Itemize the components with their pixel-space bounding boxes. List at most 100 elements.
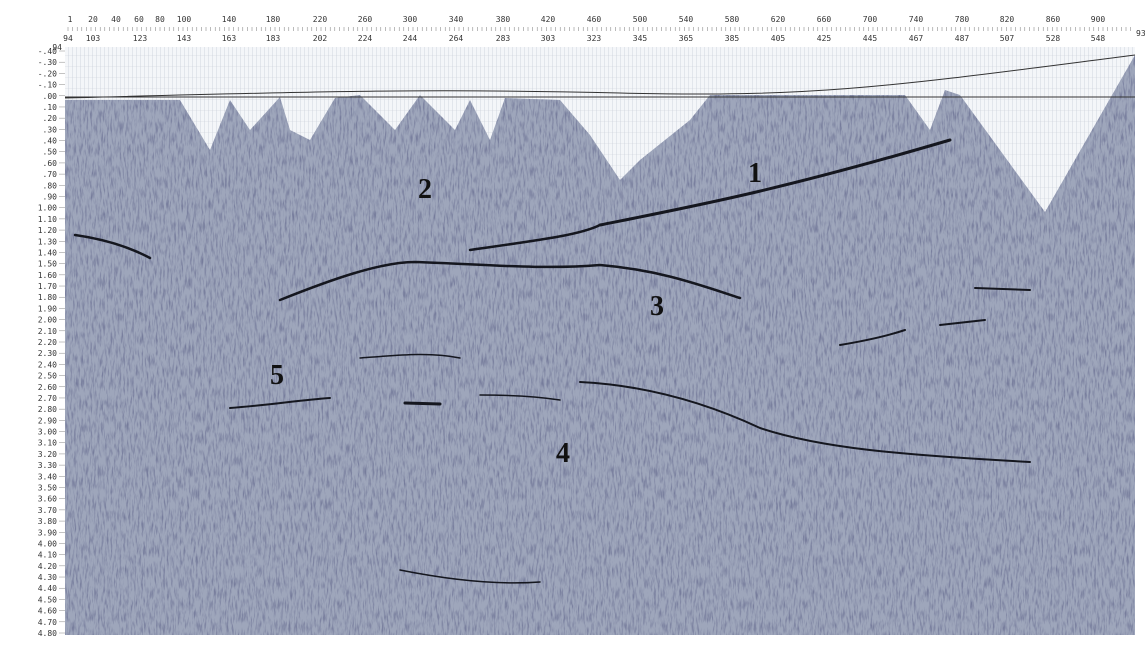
time-label: 3.10 — [38, 439, 57, 448]
time-label: 3.90 — [38, 528, 57, 537]
cdp-label: 103 — [86, 34, 101, 43]
trace-label: 700 — [863, 15, 878, 24]
time-label: .30 — [43, 125, 58, 134]
time-label: 1.90 — [38, 304, 57, 313]
cdp-label: 143 — [177, 34, 192, 43]
time-label: 1.60 — [38, 271, 57, 280]
trace-label: 340 — [449, 15, 464, 24]
trace-label: 900 — [1091, 15, 1106, 24]
trace-label: 1 — [68, 15, 73, 24]
trace-label: 740 — [909, 15, 924, 24]
trace-label: 660 — [817, 15, 832, 24]
time-label: .00 — [43, 92, 58, 101]
time-label: 2.20 — [38, 338, 57, 347]
cdp-label: 445 — [863, 34, 878, 43]
trace-label: 100 — [177, 15, 192, 24]
time-label: 4.00 — [38, 539, 57, 548]
time-label: 2.70 — [38, 394, 57, 403]
cdp-label: 123 — [133, 34, 148, 43]
cdp-label: 385 — [725, 34, 740, 43]
trace-label: 780 — [955, 15, 970, 24]
trace-label: 460 — [587, 15, 602, 24]
time-label: 1.10 — [38, 215, 57, 224]
mute-zone — [65, 47, 1135, 212]
cdp-label: 163 — [222, 34, 237, 43]
horizon-number: 3 — [650, 291, 664, 322]
time-label: 4.10 — [38, 551, 57, 560]
cdp-label: 345 — [633, 34, 648, 43]
time-label: 4.50 — [38, 595, 57, 604]
time-label: 4.40 — [38, 584, 57, 593]
cdp-label: 405 — [771, 34, 786, 43]
time-label: 3.80 — [38, 517, 57, 526]
cdp-label: 94 — [63, 34, 73, 43]
time-label: 3.70 — [38, 506, 57, 515]
cdp-label: 323 — [587, 34, 602, 43]
trace-label: 60 — [134, 15, 144, 24]
time-label: 3.50 — [38, 484, 57, 493]
trace-label: 20 — [88, 15, 98, 24]
cdp-label: 303 — [541, 34, 556, 43]
cdp-label: 365 — [679, 34, 694, 43]
horizon-number: 2 — [418, 174, 432, 205]
cdp-label: 244 — [403, 34, 418, 43]
time-label: 1.30 — [38, 237, 57, 246]
cdp-label: 425 — [817, 34, 832, 43]
trace-label: 820 — [1000, 15, 1015, 24]
time-label: 4.30 — [38, 573, 57, 582]
time-label: 1.40 — [38, 248, 57, 257]
time-label: 3.20 — [38, 450, 57, 459]
time-label: 2.40 — [38, 360, 57, 369]
trace-label: 40 — [111, 15, 121, 24]
time-label: 4.80 — [38, 629, 57, 638]
horizon-number: 5 — [270, 360, 284, 391]
time-label: 1.80 — [38, 293, 57, 302]
time-label: -.30 — [38, 58, 57, 67]
time-label: 1.20 — [38, 226, 57, 235]
time-label: 1.50 — [38, 260, 57, 269]
cdp-label: 528 — [1046, 34, 1061, 43]
trace-label: 380 — [496, 15, 511, 24]
time-label: 2.50 — [38, 372, 57, 381]
cdp-label: 467 — [909, 34, 924, 43]
time-label: 3.40 — [38, 472, 57, 481]
time-label: .80 — [43, 181, 58, 190]
trace-label: 860 — [1046, 15, 1061, 24]
time-label: 1.70 — [38, 282, 57, 291]
time-label: .50 — [43, 148, 58, 157]
time-label: -.40 — [38, 47, 57, 56]
trace-label: 140 — [222, 15, 237, 24]
time-label: 2.30 — [38, 349, 57, 358]
time-label: 2.10 — [38, 327, 57, 336]
trace-label: 580 — [725, 15, 740, 24]
time-label: 3.60 — [38, 495, 57, 504]
trace-label: 620 — [771, 15, 786, 24]
datum-lines — [64, 54, 1136, 99]
edge-label: 94 — [52, 43, 62, 52]
cdp-label: 183 — [266, 34, 281, 43]
reflectors — [73, 138, 1031, 584]
cdp-label: 507 — [1000, 34, 1015, 43]
trace-label: 180 — [266, 15, 281, 24]
time-label: 1.00 — [38, 204, 57, 213]
edge-label: 93 — [1136, 29, 1145, 38]
trace-label: 420 — [541, 15, 556, 24]
time-label: .20 — [43, 114, 58, 123]
time-label: .10 — [43, 103, 58, 112]
cdp-label: 224 — [358, 34, 373, 43]
time-label: 2.60 — [38, 383, 57, 392]
trace-label: 220 — [313, 15, 328, 24]
trace-label: 540 — [679, 15, 694, 24]
time-label: 3.30 — [38, 461, 57, 470]
time-label: 4.60 — [38, 607, 57, 616]
time-label: 2.00 — [38, 316, 57, 325]
trace-label: 80 — [155, 15, 165, 24]
time-label: .70 — [43, 170, 58, 179]
time-label: -.10 — [38, 81, 57, 90]
time-label: 2.80 — [38, 405, 57, 414]
time-label: -.20 — [38, 69, 57, 78]
time-label: 3.00 — [38, 428, 57, 437]
cdp-label: 202 — [313, 34, 328, 43]
trace-label: 500 — [633, 15, 648, 24]
time-label: .40 — [43, 137, 58, 146]
